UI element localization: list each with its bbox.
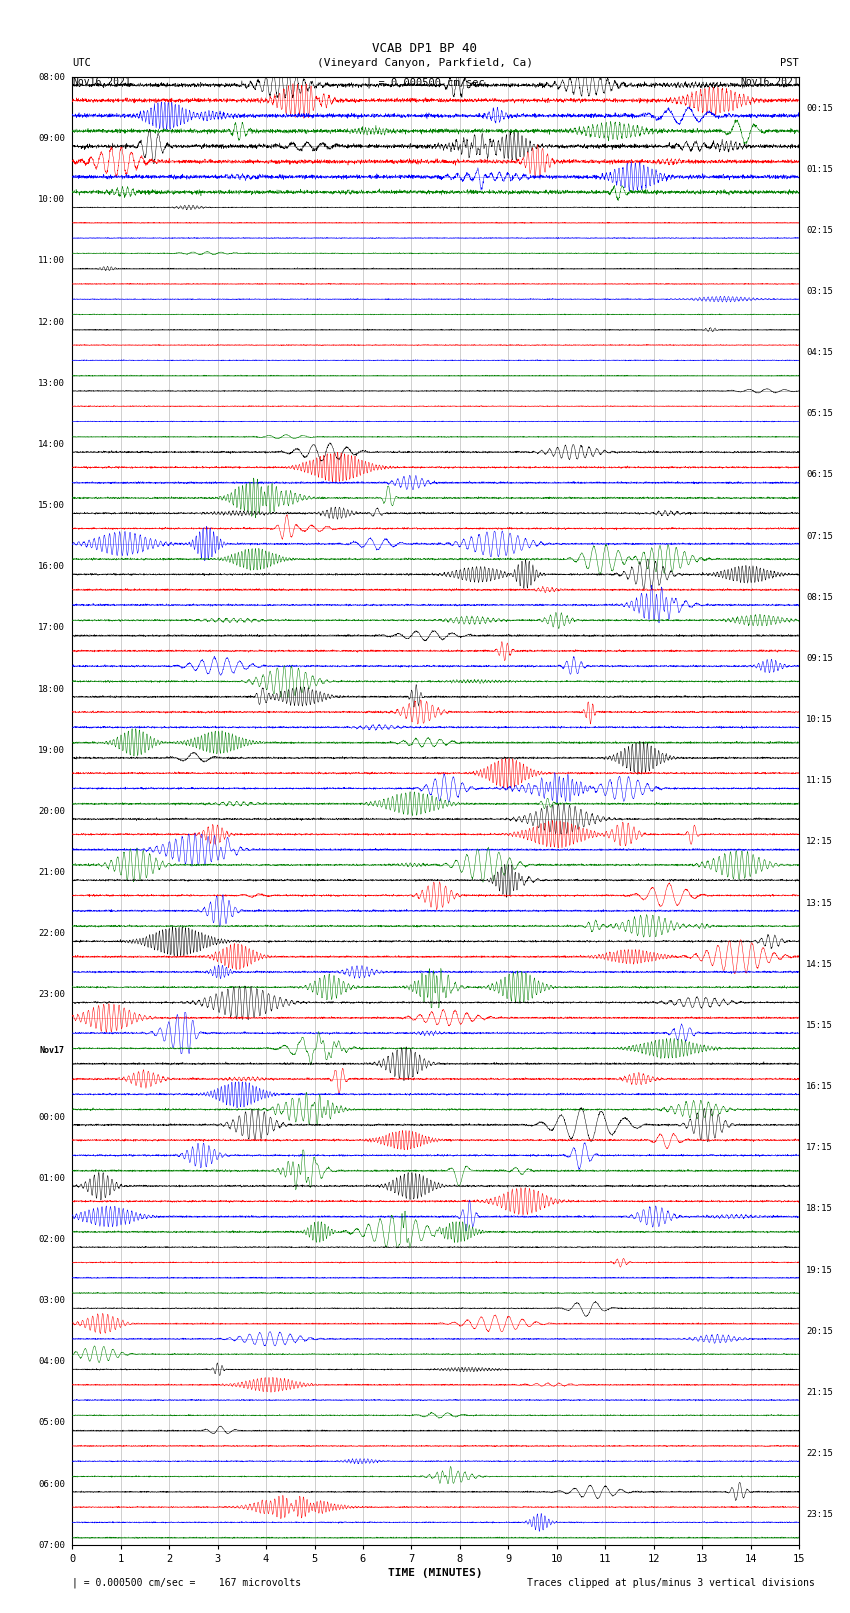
Text: 23:15: 23:15	[807, 1510, 833, 1519]
Text: 07:15: 07:15	[807, 532, 833, 540]
Text: Nov16,2021: Nov16,2021	[740, 77, 799, 87]
Text: 00:00: 00:00	[38, 1113, 65, 1121]
Text: 18:15: 18:15	[807, 1205, 833, 1213]
Text: 05:15: 05:15	[807, 410, 833, 418]
Text: Traces clipped at plus/minus 3 vertical divisions: Traces clipped at plus/minus 3 vertical …	[527, 1578, 815, 1587]
Text: VCAB DP1 BP 40: VCAB DP1 BP 40	[372, 42, 478, 55]
Text: 09:15: 09:15	[807, 653, 833, 663]
Text: 22:15: 22:15	[807, 1448, 833, 1458]
Text: 03:00: 03:00	[38, 1297, 65, 1305]
Text: 12:15: 12:15	[807, 837, 833, 847]
Text: | = 0.000500 cm/sec =    167 microvolts: | = 0.000500 cm/sec = 167 microvolts	[72, 1578, 302, 1589]
Text: 15:00: 15:00	[38, 502, 65, 510]
Text: Nov17: Nov17	[40, 1045, 65, 1055]
Text: 07:00: 07:00	[38, 1540, 65, 1550]
Text: 12:00: 12:00	[38, 318, 65, 326]
Text: 20:15: 20:15	[807, 1327, 833, 1336]
Text: 19:00: 19:00	[38, 745, 65, 755]
Text: 05:00: 05:00	[38, 1418, 65, 1428]
Text: PST: PST	[780, 58, 799, 68]
Text: 03:15: 03:15	[807, 287, 833, 295]
Text: 01:15: 01:15	[807, 165, 833, 174]
Text: 14:00: 14:00	[38, 440, 65, 448]
Text: 11:00: 11:00	[38, 256, 65, 266]
Text: 06:15: 06:15	[807, 471, 833, 479]
Text: 04:15: 04:15	[807, 348, 833, 356]
Text: 08:00: 08:00	[38, 73, 65, 82]
Text: 19:15: 19:15	[807, 1266, 833, 1274]
Text: 02:00: 02:00	[38, 1236, 65, 1244]
Text: | = 0.000500 cm/sec: | = 0.000500 cm/sec	[366, 77, 484, 89]
Text: 23:00: 23:00	[38, 990, 65, 1000]
Text: 04:00: 04:00	[38, 1357, 65, 1366]
Text: 00:15: 00:15	[807, 103, 833, 113]
Text: 13:00: 13:00	[38, 379, 65, 387]
Text: 10:00: 10:00	[38, 195, 65, 205]
Text: 16:00: 16:00	[38, 563, 65, 571]
Text: 09:00: 09:00	[38, 134, 65, 144]
Text: 08:15: 08:15	[807, 594, 833, 602]
Text: 18:00: 18:00	[38, 684, 65, 694]
Text: (Vineyard Canyon, Parkfield, Ca): (Vineyard Canyon, Parkfield, Ca)	[317, 58, 533, 68]
Text: 22:00: 22:00	[38, 929, 65, 939]
Text: Nov16,2021: Nov16,2021	[72, 77, 131, 87]
Text: 16:15: 16:15	[807, 1082, 833, 1090]
Text: 02:15: 02:15	[807, 226, 833, 235]
Text: 06:00: 06:00	[38, 1479, 65, 1489]
Text: 17:15: 17:15	[807, 1144, 833, 1152]
Text: 13:15: 13:15	[807, 898, 833, 908]
Text: UTC: UTC	[72, 58, 91, 68]
Text: 11:15: 11:15	[807, 776, 833, 786]
Text: 17:00: 17:00	[38, 623, 65, 632]
Text: 20:00: 20:00	[38, 806, 65, 816]
X-axis label: TIME (MINUTES): TIME (MINUTES)	[388, 1568, 483, 1579]
Text: 01:00: 01:00	[38, 1174, 65, 1182]
Text: 10:15: 10:15	[807, 715, 833, 724]
Text: 14:15: 14:15	[807, 960, 833, 969]
Text: 21:00: 21:00	[38, 868, 65, 877]
Text: 21:15: 21:15	[807, 1387, 833, 1397]
Text: 15:15: 15:15	[807, 1021, 833, 1029]
